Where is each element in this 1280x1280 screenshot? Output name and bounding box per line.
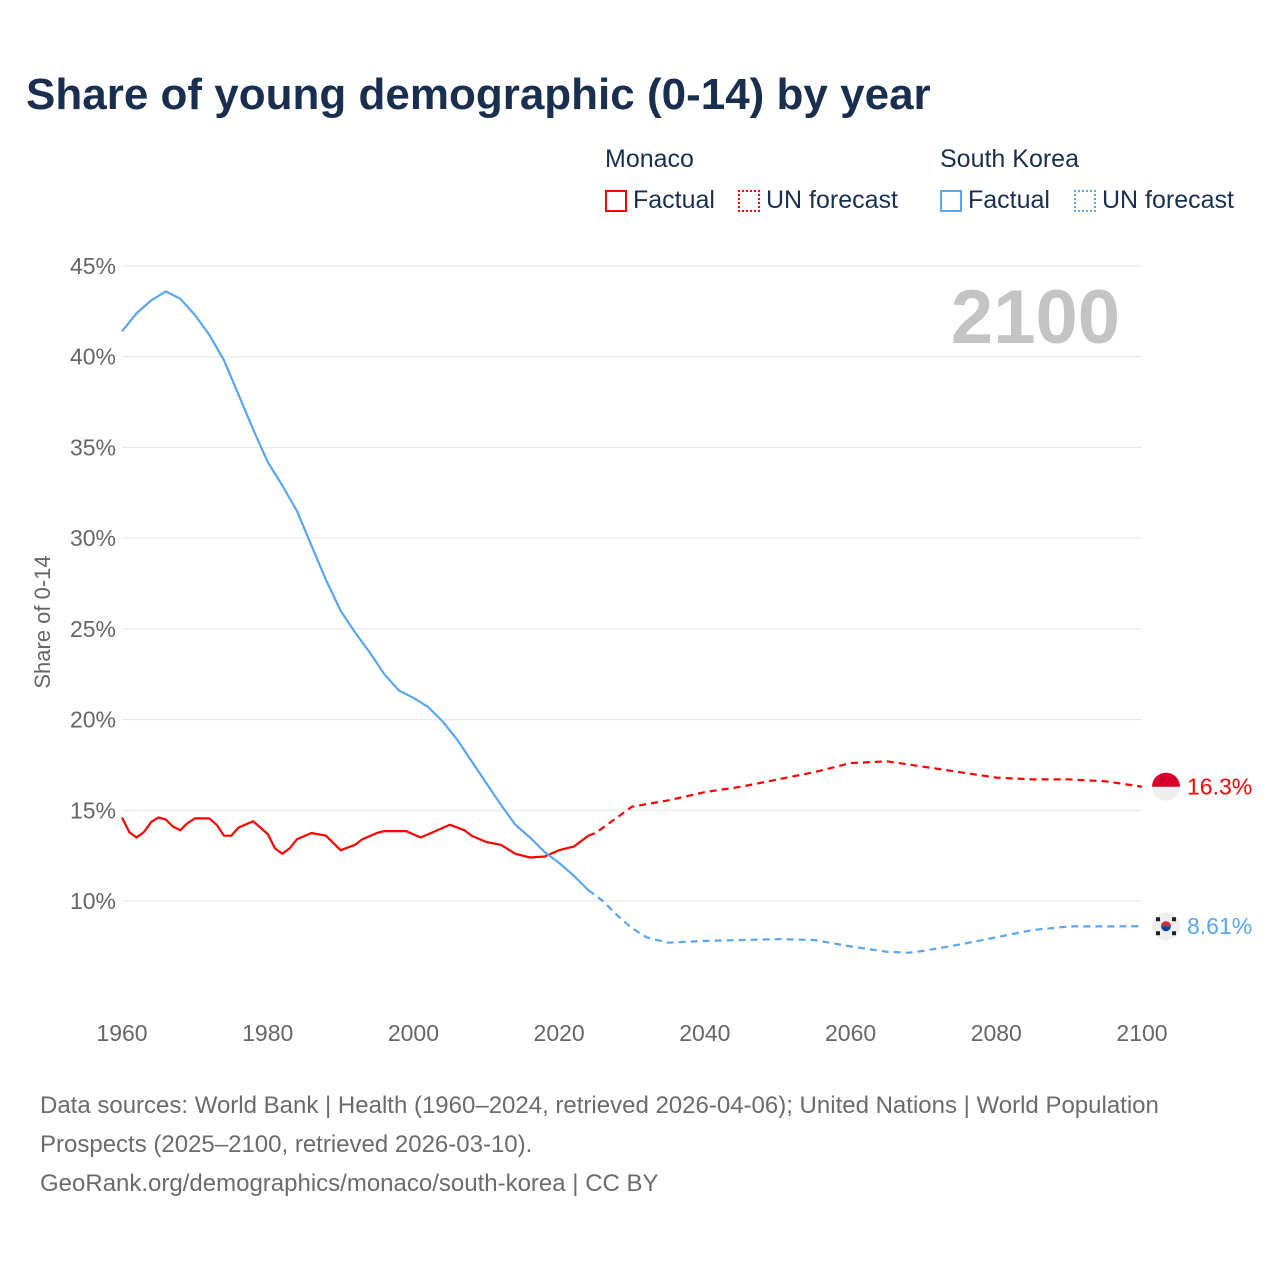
flag-taeguk-red <box>1161 921 1171 927</box>
footer: Data sources: World Bank | Health (1960–… <box>40 1086 1220 1203</box>
legend-monaco-title: Monaco <box>605 145 694 173</box>
x-tick-label: 2060 <box>825 1020 876 1046</box>
line-chart: 10% 15% 20% 25% 30% 35% 40% 45% 1960 1980 2000 2020… <box>30 253 1252 1046</box>
x-tick-label: 2040 <box>679 1020 730 1046</box>
flag-trigram <box>1156 917 1160 922</box>
series-south-korea-forecast <box>587 889 1143 954</box>
y-axis-label: Share of 0-14 <box>30 555 55 688</box>
flag-trigram <box>1172 917 1176 922</box>
y-tick-label: 30% <box>70 525 116 551</box>
year-watermark: 2100 <box>951 275 1120 360</box>
x-tick-label: 2080 <box>971 1020 1022 1046</box>
data-sources: Data sources: World Bank | Health (1960–… <box>40 1092 1159 1158</box>
x-tick-label: 2100 <box>1116 1020 1167 1046</box>
legend-monaco-factual[interactable]: Factual <box>605 186 715 215</box>
flag-taeguk-blue <box>1161 926 1171 932</box>
monaco-flag-red-half <box>1152 772 1181 787</box>
flag-trigram <box>1156 931 1160 936</box>
y-tick-label: 25% <box>70 616 116 642</box>
legend-label: UN forecast <box>1102 186 1234 214</box>
chart-title: Share of young demographic (0-14) by yea… <box>26 70 931 119</box>
legend-swatch-dotted <box>738 189 760 212</box>
y-tick-label: 20% <box>70 707 116 733</box>
legend-label: UN forecast <box>766 186 898 214</box>
y-tick-label: 10% <box>70 888 116 914</box>
series-monaco-factual <box>121 816 589 859</box>
legend-swatch-solid <box>605 189 627 212</box>
x-tick-label: 1960 <box>96 1020 147 1046</box>
x-tick-label: 2020 <box>534 1020 585 1046</box>
legend-korea-factual[interactable]: Factual <box>940 186 1050 215</box>
end-label-monaco: 16.3% <box>1187 774 1252 800</box>
attribution-link[interactable]: GeoRank.org/demographics/monaco/south-ko… <box>40 1170 659 1197</box>
series-south-korea-factual <box>121 290 590 891</box>
x-tick-label: 1980 <box>242 1020 293 1046</box>
end-label-south-korea: 8.61% <box>1187 913 1252 939</box>
y-tick-label: 40% <box>70 344 116 370</box>
legend-label: Factual <box>633 186 715 214</box>
y-tick-label: 45% <box>70 253 116 279</box>
series-monaco-forecast <box>587 760 1143 837</box>
legend-monaco-forecast[interactable]: UN forecast <box>738 186 898 215</box>
legend-korea-title: South Korea <box>940 145 1079 173</box>
legend-swatch-dotted <box>1074 189 1096 212</box>
y-tick-label: 35% <box>70 434 116 460</box>
x-tick-label: 2000 <box>388 1020 439 1046</box>
legend-swatch-solid <box>940 189 962 212</box>
legend-korea-forecast[interactable]: UN forecast <box>1074 186 1234 215</box>
flag-trigram <box>1172 931 1176 936</box>
y-tick-label: 15% <box>70 797 116 823</box>
legend-label: Factual <box>968 186 1050 214</box>
